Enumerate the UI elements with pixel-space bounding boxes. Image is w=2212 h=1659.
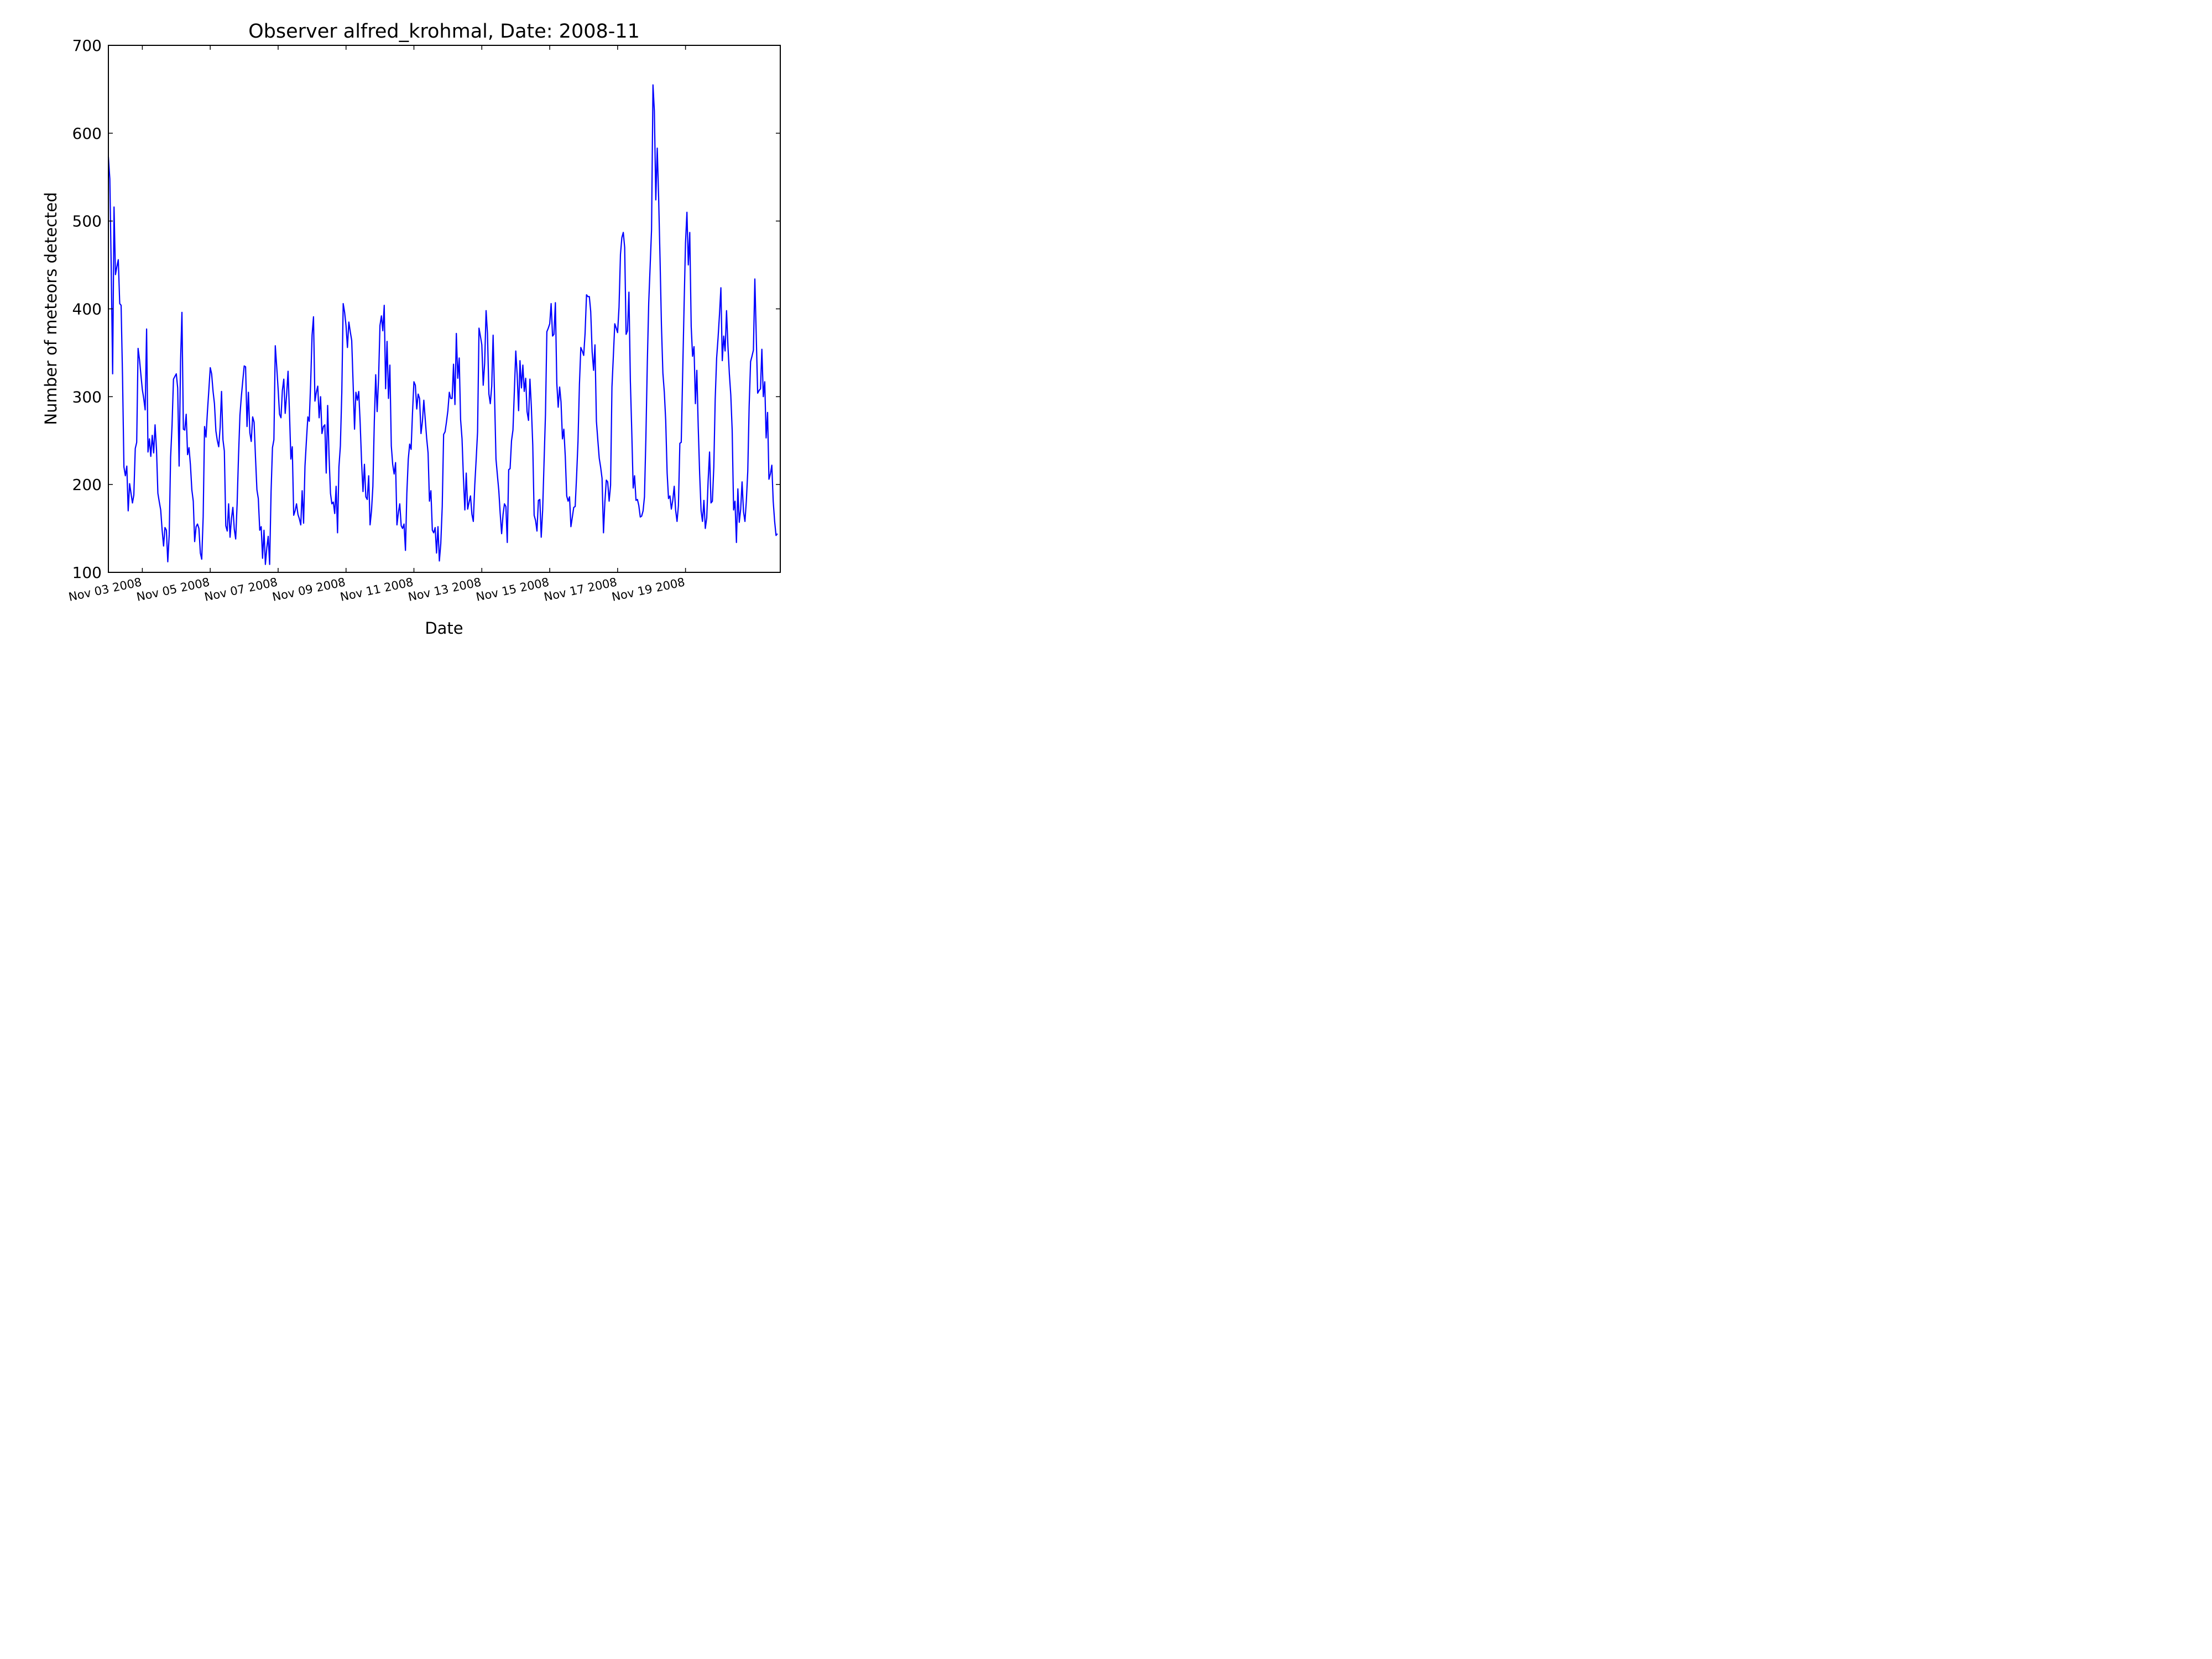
x-tick-label: Nov 05 2008 xyxy=(135,575,211,603)
x-tick-label: Nov 11 2008 xyxy=(339,575,415,603)
y-tick-label: 200 xyxy=(72,476,102,494)
y-tick-label: 600 xyxy=(72,124,102,143)
y-tick-label: 500 xyxy=(72,212,102,231)
chart-title: Observer alfred_krohmal, Date: 2008-11 xyxy=(248,20,640,43)
line-chart: Observer alfred_krohmal, Date: 2008-11 N… xyxy=(41,20,781,638)
x-tick-label: Nov 19 2008 xyxy=(611,575,686,603)
y-tick-label: 300 xyxy=(72,388,102,406)
y-tick-label: 700 xyxy=(72,36,102,55)
y-axis-label: Number of meteors detected xyxy=(41,192,60,425)
x-axis-label: Date xyxy=(425,619,463,638)
x-tick-label: Nov 09 2008 xyxy=(271,575,347,603)
x-tick-label: Nov 07 2008 xyxy=(203,575,279,603)
x-tick-label: Nov 17 2008 xyxy=(542,575,618,603)
x-tick-label: Nov 13 2008 xyxy=(407,575,483,603)
x-tick-label: Nov 15 2008 xyxy=(475,575,551,603)
series-line-0 xyxy=(107,84,778,565)
series-layer xyxy=(107,84,778,565)
y-tick-label: 100 xyxy=(72,564,102,582)
y-tick-label: 400 xyxy=(72,300,102,319)
plot-area xyxy=(108,45,781,573)
